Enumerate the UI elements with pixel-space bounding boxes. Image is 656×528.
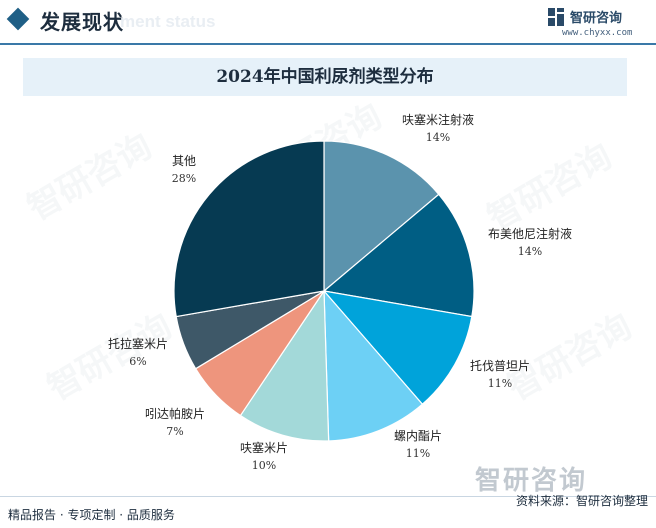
header: 发展现状 ment status 智研咨询 www.chyxx.com xyxy=(0,0,656,45)
slice-value-label: 10% xyxy=(252,459,276,472)
footer-logo: 智研咨询 xyxy=(475,466,588,496)
slice-label: 托伐普坦片 xyxy=(470,359,530,373)
footer-divider xyxy=(0,496,656,497)
slice-label: 其他 xyxy=(172,154,196,168)
footer: 智研咨询 精品报告 · 专项定制 · 品质服务 资料来源：智研咨询整理 xyxy=(0,466,656,528)
brand-name: 智研咨询 xyxy=(570,11,623,26)
slice-value-label: 7% xyxy=(166,425,183,438)
pie-slice xyxy=(322,290,473,406)
brand-url: www.chyxx.com xyxy=(562,28,633,38)
section-title: 发展现状 xyxy=(40,10,124,34)
slice-value-label: 28% xyxy=(172,172,196,185)
slice-value-label: 11% xyxy=(488,377,512,390)
data-source: 资料来源：智研咨询整理 xyxy=(515,494,648,508)
brand: 智研咨询 www.chyxx.com xyxy=(548,6,638,40)
slice-value-label: 11% xyxy=(406,447,430,460)
pie-slice xyxy=(173,140,325,318)
pie-slice xyxy=(239,289,330,442)
slice-value-label: 6% xyxy=(129,355,146,368)
pie-slice xyxy=(323,140,440,293)
brand-logo-icon xyxy=(548,8,564,26)
section-subtitle-ghost: ment status xyxy=(120,12,216,31)
footer-tagline: 精品报告 · 专项定制 · 品质服务 xyxy=(8,508,175,522)
slice-label: 布美他尼注射液 xyxy=(488,226,572,241)
slice-label: 托拉塞米片 xyxy=(108,336,168,351)
chart-title: 2024年中国利尿剂类型分布 xyxy=(216,67,434,87)
header-divider xyxy=(0,43,656,45)
pie-chart: 呋塞米注射液 14% 布美他尼注射液 14% 托伐普坦片 11% 螺内酯片 11% 呋塞米片 10… xyxy=(108,112,572,472)
pie-slice xyxy=(322,193,475,318)
slice-value-label: 14% xyxy=(518,245,542,258)
chart-title-band: 2024年中国利尿剂类型分布 xyxy=(23,58,627,96)
slice-label: 螺内酯片 xyxy=(394,429,442,443)
slice-label: 呋塞米注射液 xyxy=(402,112,474,127)
pie-slice xyxy=(323,289,424,442)
diamond-icon xyxy=(6,7,30,31)
slice-value-label: 14% xyxy=(426,131,450,144)
slice-label: 吲达帕胺片 xyxy=(145,406,205,421)
slice-label: 呋塞米片 xyxy=(240,440,288,455)
